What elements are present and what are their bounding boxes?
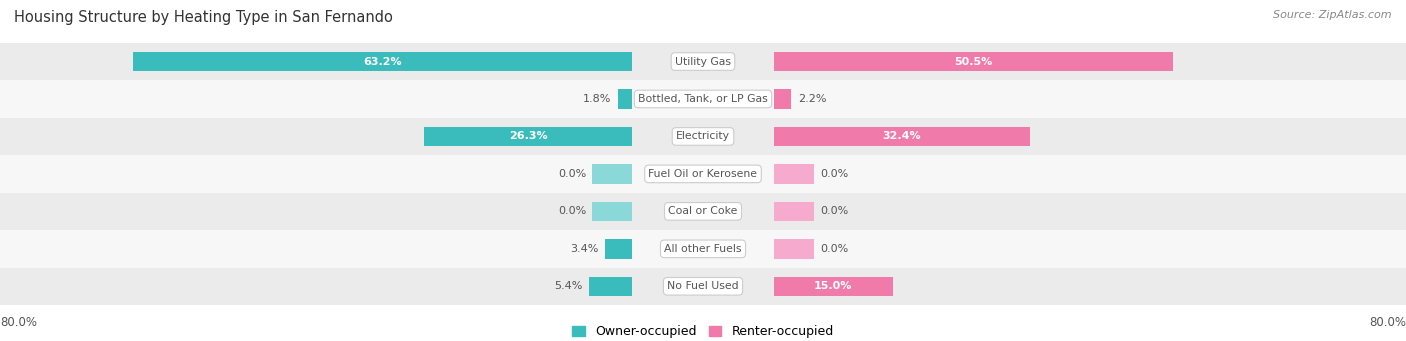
Text: 0.0%: 0.0% xyxy=(820,244,848,254)
Text: Coal or Coke: Coal or Coke xyxy=(668,206,738,217)
Text: 26.3%: 26.3% xyxy=(509,131,547,142)
Bar xyxy=(775,164,814,184)
Text: All other Fuels: All other Fuels xyxy=(664,244,742,254)
Text: 0.0%: 0.0% xyxy=(820,206,848,217)
Bar xyxy=(617,89,631,109)
Legend: Owner-occupied, Renter-occupied: Owner-occupied, Renter-occupied xyxy=(568,320,838,341)
Text: 0.0%: 0.0% xyxy=(558,169,586,179)
Bar xyxy=(0,43,1406,80)
Bar xyxy=(775,89,792,109)
Text: No Fuel Used: No Fuel Used xyxy=(668,281,738,291)
Text: Electricity: Electricity xyxy=(676,131,730,142)
Text: 3.4%: 3.4% xyxy=(571,244,599,254)
Bar xyxy=(775,202,814,221)
Bar xyxy=(775,52,1173,71)
Bar xyxy=(589,277,631,296)
Text: 2.2%: 2.2% xyxy=(797,94,827,104)
Bar xyxy=(0,155,1406,193)
Text: 80.0%: 80.0% xyxy=(0,316,37,329)
Text: 50.5%: 50.5% xyxy=(955,57,993,66)
Bar xyxy=(605,239,631,258)
Bar xyxy=(0,193,1406,230)
Bar xyxy=(0,268,1406,305)
Text: Bottled, Tank, or LP Gas: Bottled, Tank, or LP Gas xyxy=(638,94,768,104)
Bar xyxy=(425,127,631,146)
Text: 15.0%: 15.0% xyxy=(814,281,852,291)
Text: 63.2%: 63.2% xyxy=(363,57,402,66)
Text: 1.8%: 1.8% xyxy=(583,94,612,104)
Text: 32.4%: 32.4% xyxy=(883,131,921,142)
Bar xyxy=(592,164,631,184)
Bar xyxy=(775,277,893,296)
Bar xyxy=(0,80,1406,118)
Bar xyxy=(0,118,1406,155)
Text: Utility Gas: Utility Gas xyxy=(675,57,731,66)
Text: 0.0%: 0.0% xyxy=(820,169,848,179)
Text: 5.4%: 5.4% xyxy=(554,281,583,291)
Text: Housing Structure by Heating Type in San Fernando: Housing Structure by Heating Type in San… xyxy=(14,10,392,25)
Bar xyxy=(132,52,631,71)
Bar xyxy=(592,202,631,221)
Bar xyxy=(0,230,1406,268)
Bar xyxy=(775,127,1031,146)
Bar xyxy=(775,239,814,258)
Text: 0.0%: 0.0% xyxy=(558,206,586,217)
Text: Fuel Oil or Kerosene: Fuel Oil or Kerosene xyxy=(648,169,758,179)
Text: 80.0%: 80.0% xyxy=(1369,316,1406,329)
Text: Source: ZipAtlas.com: Source: ZipAtlas.com xyxy=(1274,10,1392,20)
